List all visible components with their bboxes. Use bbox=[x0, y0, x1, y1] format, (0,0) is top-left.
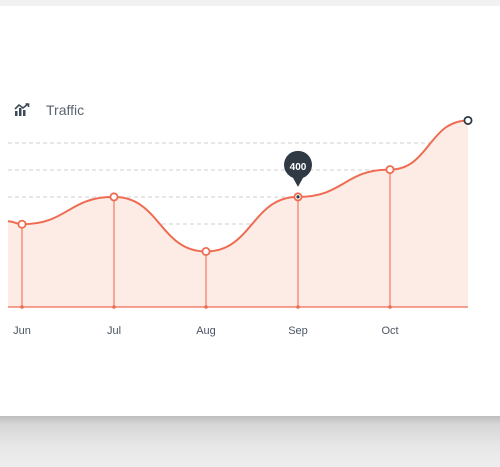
x-tick-label: Oct bbox=[381, 325, 398, 337]
point-stems bbox=[8, 169, 468, 309]
stem-base-dot bbox=[204, 305, 208, 309]
data-point bbox=[201, 246, 211, 256]
stem-base-dot bbox=[296, 305, 300, 309]
x-axis-labels: Jun Jul Aug Sep Oct bbox=[13, 325, 398, 337]
x-tick-label: Aug bbox=[196, 325, 216, 337]
bar-chart-trend-icon bbox=[14, 103, 30, 117]
data-points bbox=[17, 115, 473, 256]
x-tick-label: Jun bbox=[13, 325, 31, 337]
top-strip bbox=[0, 0, 500, 6]
area-fill bbox=[8, 120, 468, 308]
endpoint-marker bbox=[463, 115, 473, 125]
data-point bbox=[109, 192, 119, 202]
tooltip-bubble bbox=[284, 150, 312, 187]
tooltip: 400 bbox=[284, 150, 312, 187]
data-point bbox=[385, 165, 395, 175]
stem-base-dot bbox=[112, 305, 116, 309]
stem-base-dot bbox=[20, 305, 24, 309]
data-point bbox=[17, 219, 27, 229]
chart-title: Traffic bbox=[46, 102, 85, 118]
x-tick-label: Sep bbox=[288, 325, 308, 337]
chart-header: Traffic bbox=[14, 100, 84, 120]
stem-base-dot bbox=[388, 305, 392, 309]
data-point-center bbox=[296, 195, 300, 199]
x-tick-label: Jul bbox=[107, 325, 121, 337]
card-shadow bbox=[0, 416, 500, 467]
tooltip-value: 400 bbox=[290, 162, 307, 173]
